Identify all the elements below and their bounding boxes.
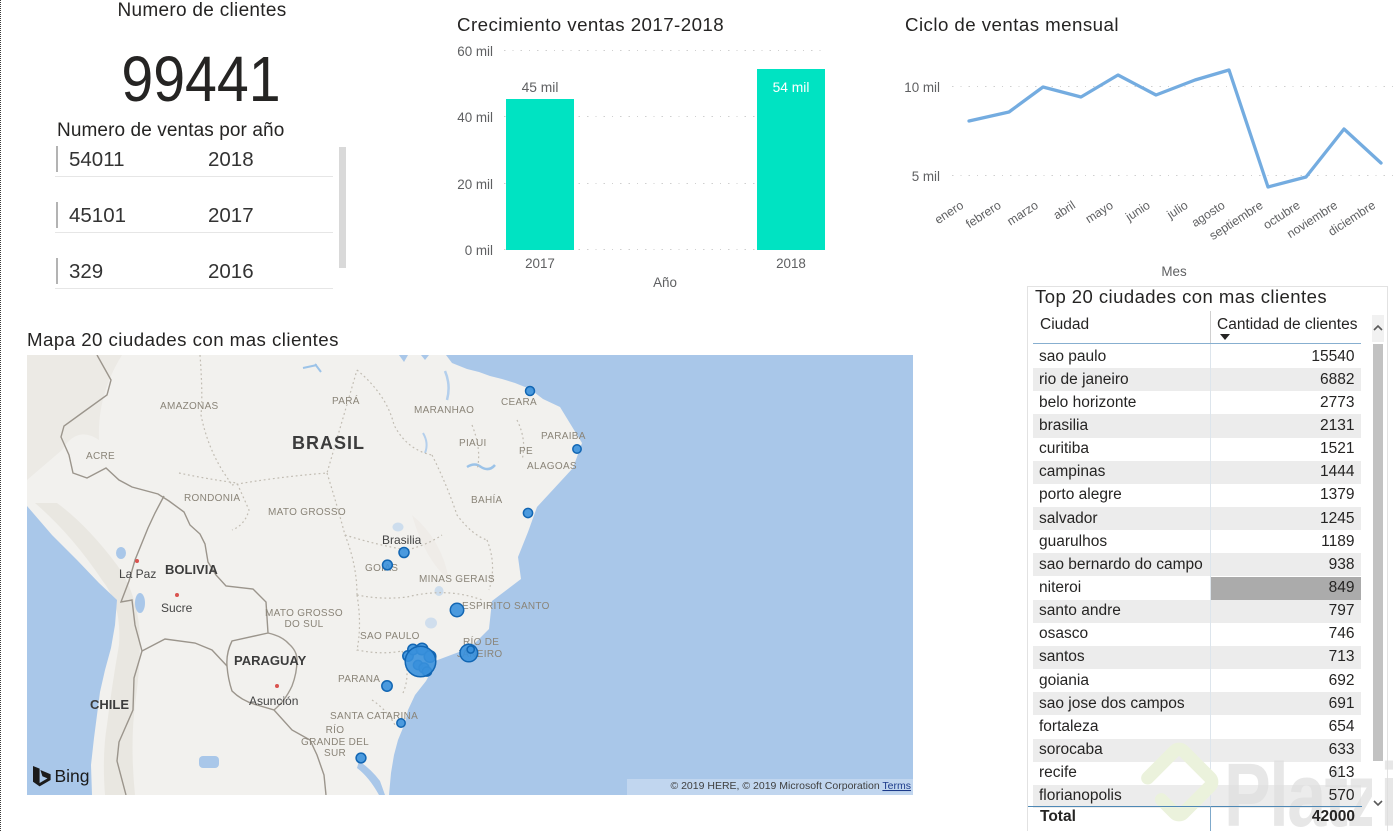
svg-text:PE: PE <box>519 446 533 457</box>
svg-text:MATO GROSSO: MATO GROSSO <box>265 608 343 619</box>
svg-text:© 2019 HERE, © 2019 Microsoft: © 2019 HERE, © 2019 Microsoft Corporatio… <box>670 780 911 792</box>
svg-text:PIAUI: PIAUI <box>459 438 487 449</box>
svg-text:Bing: Bing <box>55 766 90 786</box>
svg-text:MINAS GERAIS: MINAS GERAIS <box>419 574 495 585</box>
svg-text:AMAZONAS: AMAZONAS <box>160 401 219 412</box>
svg-text:PARÁ: PARÁ <box>332 394 360 407</box>
svg-text:BAHÍA: BAHÍA <box>471 493 503 506</box>
svg-text:PARAGUAY: PARAGUAY <box>234 653 307 668</box>
svg-text:RONDONIA: RONDONIA <box>184 493 240 504</box>
svg-text:ALAGOAS: ALAGOAS <box>527 461 577 472</box>
svg-text:BRASIL: BRASIL <box>292 433 365 453</box>
svg-text:ACRE: ACRE <box>86 451 115 462</box>
svg-text:SANTA CATARINA: SANTA CATARINA <box>330 711 418 722</box>
svg-text:ESPIRITO SANTO: ESPIRITO SANTO <box>462 601 550 612</box>
svg-text:Platzi: Platzi <box>1224 746 1393 831</box>
svg-text:PARAIBA: PARAIBA <box>541 431 586 442</box>
svg-text:Brasilia: Brasilia <box>382 533 422 547</box>
svg-text:BOLIVIA: BOLIVIA <box>165 562 218 577</box>
svg-text:CEARA: CEARA <box>501 397 537 408</box>
svg-text:GRANDE DEL: GRANDE DEL <box>301 737 369 748</box>
svg-text:SAO PAULO: SAO PAULO <box>360 631 420 642</box>
svg-text:Sucre: Sucre <box>161 601 193 615</box>
svg-text:La Paz: La Paz <box>119 567 156 581</box>
svg-text:DO SUL: DO SUL <box>284 619 323 630</box>
svg-text:MATO GROSSO: MATO GROSSO <box>268 507 346 518</box>
svg-text:GOIAS: GOIAS <box>365 563 398 574</box>
svg-text:Asunción: Asunción <box>249 694 298 708</box>
svg-text:RÍO: RÍO <box>326 723 345 736</box>
svg-text:CHILE: CHILE <box>90 697 129 712</box>
svg-text:PARANA: PARANA <box>338 674 380 685</box>
svg-text:JANEIRO: JANEIRO <box>457 649 502 660</box>
svg-text:MARANHAO: MARANHAO <box>414 405 474 416</box>
svg-text:SUR: SUR <box>324 748 346 759</box>
